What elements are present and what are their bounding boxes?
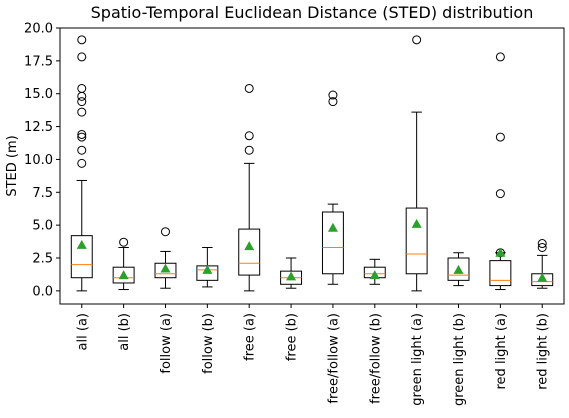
outlier-point xyxy=(77,91,87,101)
mean-marker xyxy=(286,271,297,281)
box xyxy=(447,257,470,281)
box xyxy=(112,266,135,284)
outlier-point xyxy=(77,158,87,168)
outlier-point xyxy=(495,132,505,142)
outlier-point xyxy=(537,239,547,249)
x-tick-label: free/follow (b) xyxy=(368,313,383,404)
mean-marker xyxy=(160,263,171,273)
plot-frame xyxy=(59,27,565,305)
mean-marker xyxy=(118,270,129,280)
y-tick-label: 2.5 xyxy=(32,252,53,267)
y-tick-label: 10.0 xyxy=(24,153,53,168)
mean-marker xyxy=(244,241,255,251)
y-tick-label: 5.0 xyxy=(32,219,53,234)
y-axis-label: STED (m) xyxy=(5,135,20,196)
mean-marker xyxy=(76,239,87,249)
mean-marker xyxy=(411,218,422,228)
outlier-point xyxy=(412,35,422,45)
y-tick-label: 20.0 xyxy=(24,22,53,37)
box xyxy=(154,262,177,279)
outlier-point xyxy=(328,90,338,100)
x-tick-label: follow (a) xyxy=(159,313,174,374)
mean-marker xyxy=(202,264,213,274)
y-tick-label: 17.5 xyxy=(24,54,53,69)
box xyxy=(405,207,428,275)
outlier-point xyxy=(77,107,87,117)
outlier-point xyxy=(244,83,254,93)
outlier-point xyxy=(77,129,87,139)
x-tick-label: red light (b) xyxy=(536,313,551,390)
outlier-point xyxy=(244,131,254,141)
x-tick-label: follow (b) xyxy=(201,313,216,374)
x-tick-label: free/follow (a) xyxy=(326,313,341,404)
outlier-point xyxy=(77,35,87,45)
outlier-point xyxy=(244,145,254,155)
outlier-point xyxy=(119,237,129,247)
box xyxy=(238,228,261,276)
box xyxy=(489,260,512,287)
mean-marker xyxy=(369,270,380,280)
mean-marker xyxy=(495,247,506,257)
y-tick-label: 7.5 xyxy=(32,186,53,201)
outlier-point xyxy=(77,83,87,93)
outlier-point xyxy=(495,189,505,199)
mean-marker xyxy=(537,272,548,282)
chart-title: Spatio-Temporal Euclidean Distance (STED… xyxy=(91,3,534,22)
x-tick-label: free (a) xyxy=(243,313,258,361)
mean-marker xyxy=(327,222,338,232)
y-tick-label: 12.5 xyxy=(24,120,53,135)
x-tick-label: all (b) xyxy=(117,313,132,351)
outlier-point xyxy=(77,132,87,142)
x-tick-label: free (b) xyxy=(285,313,300,361)
box xyxy=(70,235,93,279)
outlier-point xyxy=(495,52,505,62)
outlier-point xyxy=(77,145,87,155)
x-tick-label: all (a) xyxy=(75,313,90,350)
outlier-point xyxy=(328,97,338,107)
outlier-point xyxy=(77,52,87,62)
plot-area: 0.0 2.5 5.0 7.5 10.0 12.5 15.0 17.5 20.0 all (a) a… xyxy=(24,22,554,406)
y-tick-label: 0.0 xyxy=(32,284,53,299)
outlier-point xyxy=(160,227,170,237)
mean-marker xyxy=(453,264,464,274)
box xyxy=(321,211,344,275)
outlier-point xyxy=(77,97,87,107)
x-tick-label: green light (b) xyxy=(452,313,467,406)
x-tick-label: red light (a) xyxy=(494,313,509,390)
x-tick-label: green light (a) xyxy=(410,313,425,406)
outlier-point xyxy=(537,242,547,252)
y-tick-label: 15.0 xyxy=(24,87,53,102)
